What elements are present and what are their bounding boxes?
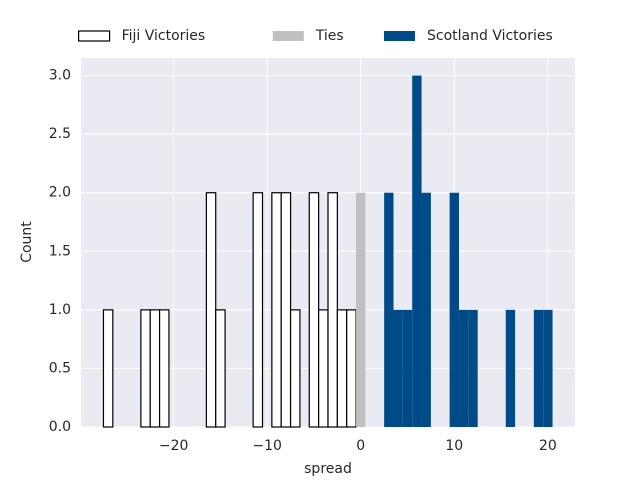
- bar: [505, 309, 516, 427]
- bar: [149, 309, 161, 428]
- legend-label: Ties: [315, 28, 344, 44]
- x-axis-label: spread: [304, 461, 352, 477]
- y-tick-label: 0.5: [49, 360, 71, 376]
- x-tick-label: −20: [159, 438, 189, 454]
- bar: [384, 192, 394, 427]
- bar: [346, 309, 357, 428]
- bar: [289, 309, 301, 428]
- y-tick-label: 0.0: [49, 419, 71, 435]
- legend-label: Fiji Victories: [122, 28, 206, 44]
- bar: [318, 309, 329, 428]
- bar: [449, 192, 459, 427]
- bar: [140, 309, 151, 428]
- bar: [205, 192, 217, 428]
- legend-swatch: [77, 30, 111, 42]
- bar: [215, 309, 226, 428]
- bar: [533, 309, 544, 427]
- bar: [280, 192, 292, 428]
- x-tick-label: −10: [252, 438, 282, 454]
- y-tick-label: 1.0: [49, 302, 71, 318]
- legend-swatch: [272, 31, 304, 41]
- y-tick-label: 3.0: [49, 68, 71, 84]
- x-tick-label: 0: [356, 438, 365, 454]
- bar: [393, 309, 403, 427]
- bar: [327, 192, 338, 428]
- bar: [458, 309, 469, 427]
- bar: [252, 192, 264, 428]
- legend-swatch: [384, 31, 415, 41]
- bar: [356, 192, 366, 427]
- bar: [271, 192, 282, 428]
- bar: [336, 309, 348, 428]
- legend-label: Scotland Victories: [427, 28, 553, 44]
- y-tick-label: 2.5: [49, 126, 71, 142]
- y-axis-label: Count: [19, 221, 35, 263]
- y-tick-label: 2.0: [49, 185, 71, 201]
- bar: [468, 309, 478, 427]
- bar: [308, 192, 320, 428]
- x-tick-label: 10: [445, 438, 463, 454]
- bar: [102, 309, 114, 428]
- bar: [412, 75, 422, 428]
- bar: [158, 309, 170, 428]
- bar: [543, 309, 553, 427]
- bar: [402, 309, 413, 427]
- x-tick-label: 20: [539, 438, 557, 454]
- y-tick-label: 1.5: [49, 243, 71, 259]
- bar: [421, 192, 431, 427]
